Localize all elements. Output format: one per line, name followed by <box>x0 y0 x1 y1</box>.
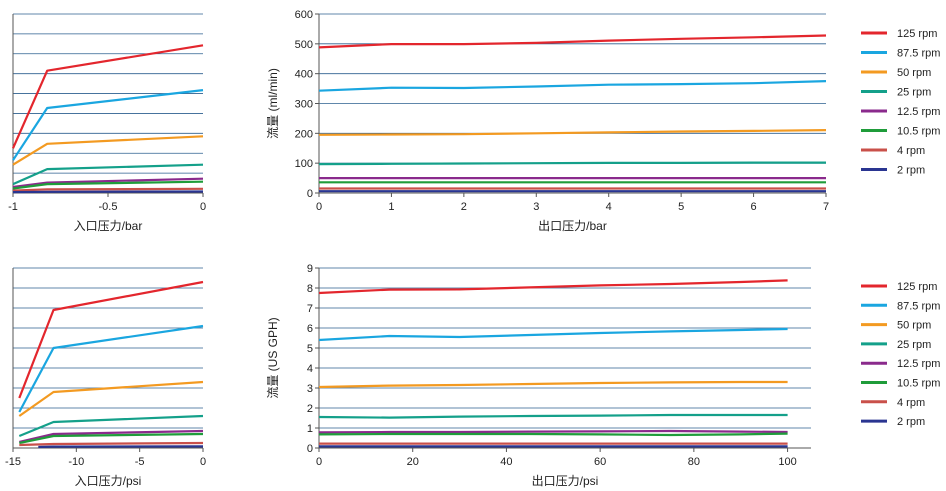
legend-label: 12.5 rpm <box>897 358 940 370</box>
legend-label: 12.5 rpm <box>897 106 940 118</box>
legend-label: 4 rpm <box>897 145 925 157</box>
series-line <box>318 161 826 166</box>
x-tick-label: 3 <box>533 201 539 213</box>
series-line <box>12 187 204 192</box>
y-tick-label: 7 <box>307 303 313 315</box>
x-tick-label: 2 <box>461 201 467 213</box>
series-line <box>12 190 204 194</box>
legend-label: 2 rpm <box>897 416 925 428</box>
y-tick-label: 600 <box>295 9 313 21</box>
series-line <box>18 280 204 399</box>
series-line <box>318 80 827 92</box>
x-tick-label: 4 <box>606 201 612 213</box>
legend-label: 25 rpm <box>897 339 931 351</box>
series-line <box>19 432 204 445</box>
x-tick-label: -15 <box>5 456 21 468</box>
y-tick-label: 300 <box>295 99 313 111</box>
x-tick-label: 0 <box>200 201 206 213</box>
x-tick-label: 100 <box>778 456 796 468</box>
x-tick-label: 80 <box>688 456 700 468</box>
legend-label: 87.5 rpm <box>897 300 940 312</box>
series-line <box>318 327 788 342</box>
y-tick-label: 0 <box>307 443 313 455</box>
legend: 125 rpm 87.5 rpm 50 rpm 25 rpm 12.5 rpm 10.5 … <box>861 28 940 177</box>
series-line <box>318 380 788 389</box>
x-tick-label: 20 <box>407 456 419 468</box>
x-tick-label: 0 <box>200 456 206 468</box>
series-line <box>38 445 204 449</box>
chart-3: -15 -10 -5 0 入口压力/psi <box>5 267 206 488</box>
y-tick-label: 8 <box>307 283 313 295</box>
x-tick-label: 0 <box>316 201 322 213</box>
series-line <box>12 89 204 161</box>
y-tick-label: 2 <box>307 403 313 415</box>
y-tick-label: 0 <box>307 188 313 200</box>
y-tick-label: 9 <box>307 263 313 275</box>
series-line <box>19 441 204 447</box>
series-line <box>318 413 788 419</box>
series-line <box>12 177 204 189</box>
chart-1: -1 -0.5 0 入口压力/bar <box>8 13 206 233</box>
legend-label: 50 rpm <box>897 67 931 79</box>
legend-label: 87.5 rpm <box>897 48 940 60</box>
y-tick-label: 5 <box>307 343 313 355</box>
legend-label: 125 rpm <box>897 281 937 293</box>
legend-label: 10.5 rpm <box>897 378 940 390</box>
series-line <box>12 135 204 166</box>
y-tick-label: 100 <box>295 158 313 170</box>
x-tick-label: 1 <box>388 201 394 213</box>
y-tick-label: 500 <box>295 39 313 51</box>
y-tick-label: 6 <box>307 323 313 335</box>
x-tick-label: -5 <box>135 456 145 468</box>
series-line <box>19 429 204 444</box>
series-line <box>318 432 788 437</box>
series-line <box>18 380 204 417</box>
x-tick-label: -10 <box>68 456 84 468</box>
x-axis-label: 入口压力/psi <box>75 474 142 488</box>
x-tick-label: 0 <box>316 456 322 468</box>
x-axis-label: 入口压力/bar <box>74 219 143 233</box>
series-line <box>12 163 204 186</box>
x-tick-label: 5 <box>678 201 684 213</box>
x-tick-label: 60 <box>594 456 606 468</box>
x-tick-label: -1 <box>8 201 18 213</box>
legend: 125 rpm 87.5 rpm 50 rpm 25 rpm 12.5 rpm 10.5 … <box>861 281 940 428</box>
y-tick-label: 400 <box>295 69 313 81</box>
y-axis-label: 流量 (ml/min) <box>266 68 280 139</box>
x-tick-label: 6 <box>751 201 757 213</box>
y-axis-label: 流量 (US GPH) <box>266 317 280 398</box>
x-tick-label: 7 <box>823 201 829 213</box>
series-line <box>318 34 827 49</box>
series-line <box>12 180 204 190</box>
y-tick-label: 200 <box>295 128 313 140</box>
x-tick-label: -0.5 <box>99 201 118 213</box>
y-tick-label: 1 <box>307 423 313 435</box>
series-line <box>11 44 204 149</box>
series-line <box>18 324 204 413</box>
legend-label: 4 rpm <box>897 397 925 409</box>
legend-label: 50 rpm <box>897 320 931 332</box>
legend-label: 25 rpm <box>897 87 931 99</box>
series-line <box>18 414 204 438</box>
legend-label: 2 rpm <box>897 165 925 177</box>
chart-2: 0 1 2 3 4 5 6 7 0 100 200 300 400 500 600 出口压力/bar 流量 (m… <box>266 9 940 233</box>
x-axis-label: 出口压力/psi <box>532 474 599 488</box>
x-tick-label: 40 <box>500 456 512 468</box>
legend-label: 125 rpm <box>897 28 937 40</box>
legend-label: 10.5 rpm <box>897 126 940 138</box>
series-line <box>318 279 788 295</box>
x-axis-label: 出口压力/bar <box>538 219 607 233</box>
chart-4: 0 20 40 60 80 100 0 1 2 3 4 5 6 7 8 9 出口压力/psi 流量 (US GPH… <box>266 263 940 488</box>
y-tick-label: 3 <box>307 383 313 395</box>
series-line <box>318 129 827 136</box>
y-tick-label: 4 <box>307 363 313 375</box>
series-line <box>318 429 788 434</box>
